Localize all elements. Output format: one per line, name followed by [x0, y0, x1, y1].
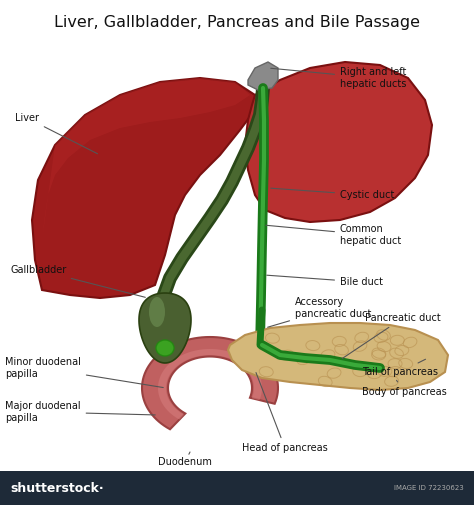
Text: Pancreatic duct: Pancreatic duct: [342, 313, 441, 359]
Polygon shape: [139, 293, 191, 363]
Text: Liver, Gallbladder, Pancreas and Bile Passage: Liver, Gallbladder, Pancreas and Bile Pa…: [54, 15, 420, 29]
Text: Common
hepatic duct: Common hepatic duct: [266, 224, 401, 246]
Text: Right and left
hepatic ducts: Right and left hepatic ducts: [271, 67, 406, 89]
Polygon shape: [142, 337, 278, 429]
Polygon shape: [245, 62, 432, 222]
Ellipse shape: [156, 340, 174, 356]
Text: Tail of pancreas: Tail of pancreas: [362, 359, 438, 377]
Text: shutterstock·: shutterstock·: [10, 481, 104, 494]
Text: Body of pancreas: Body of pancreas: [362, 380, 447, 397]
Text: Minor duodenal
papilla: Minor duodenal papilla: [5, 357, 163, 387]
Text: Duodenum: Duodenum: [158, 452, 212, 467]
Polygon shape: [228, 323, 448, 390]
Text: IMAGE ID 72230623: IMAGE ID 72230623: [394, 485, 464, 491]
Text: Accessory
pancreatic duct: Accessory pancreatic duct: [268, 297, 371, 327]
Ellipse shape: [149, 297, 165, 327]
Text: Major duodenal
papilla: Major duodenal papilla: [5, 401, 155, 423]
Text: Liver: Liver: [15, 113, 98, 154]
Bar: [0, 471, 474, 505]
Polygon shape: [158, 349, 262, 420]
Text: Cystic duct: Cystic duct: [271, 188, 394, 200]
Text: Head of pancreas: Head of pancreas: [242, 373, 328, 453]
Polygon shape: [42, 78, 250, 240]
Polygon shape: [248, 62, 278, 90]
Text: Bile duct: Bile duct: [267, 275, 383, 287]
Text: Gallbladder: Gallbladder: [10, 265, 146, 297]
Polygon shape: [32, 78, 255, 298]
